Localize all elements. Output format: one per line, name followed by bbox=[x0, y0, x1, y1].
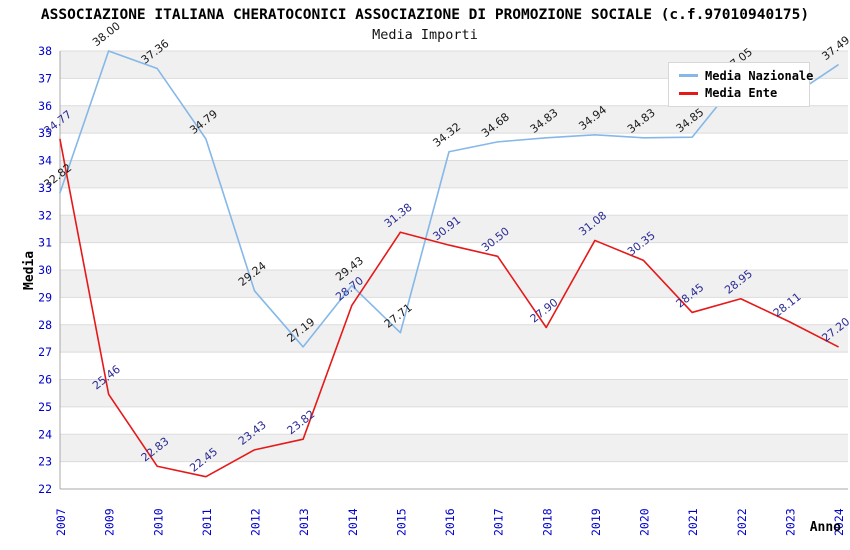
plot-gridlines bbox=[60, 50, 848, 463]
x-tick-label: 2013 bbox=[297, 508, 311, 536]
y-tick-label: 30 bbox=[38, 263, 52, 277]
x-tick-label: 2012 bbox=[249, 508, 263, 536]
y-tick-label: 25 bbox=[38, 400, 52, 414]
x-axis-ticks: 2007 2009 2010 2011 2012 2013 2014 2015 2016 2017… bbox=[54, 508, 846, 536]
x-tick-label: 2011 bbox=[200, 508, 214, 536]
legend-label: Media Nazionale bbox=[705, 68, 814, 83]
plot-axes bbox=[59, 51, 848, 490]
legend-label: Media Ente bbox=[705, 86, 778, 101]
y-tick-label: 28 bbox=[38, 318, 52, 332]
band bbox=[60, 270, 848, 298]
series-line-media-ente bbox=[59, 138, 839, 478]
band bbox=[60, 461, 848, 489]
y-tick-label: 26 bbox=[38, 373, 52, 387]
band bbox=[60, 379, 848, 407]
x-tick-label: 2016 bbox=[443, 508, 457, 536]
media-nazionale-line-swatch-icon bbox=[679, 74, 698, 78]
y-tick-label: 23 bbox=[38, 455, 52, 469]
y-tick-label: 31 bbox=[38, 236, 52, 250]
x-tick-label: 2019 bbox=[589, 508, 603, 536]
y-tick-label: 22 bbox=[38, 482, 52, 496]
x-tick-label: 2020 bbox=[638, 508, 652, 536]
x-tick-label: 2007 bbox=[54, 508, 68, 536]
band bbox=[60, 406, 848, 435]
series-lines bbox=[59, 50, 839, 478]
y-tick-label: 32 bbox=[38, 208, 52, 222]
band bbox=[60, 105, 848, 134]
chart-title: ASSOCIAZIONE ITALIANA CHERATOCONICI ASSO… bbox=[40, 7, 810, 23]
point-value-label: 38.00 bbox=[90, 19, 123, 49]
band bbox=[60, 434, 848, 462]
x-tick-label: 2017 bbox=[492, 508, 506, 536]
x-tick-label: 2024 bbox=[832, 508, 846, 536]
series-line-media-nazionale bbox=[59, 50, 839, 348]
band bbox=[60, 297, 848, 325]
media-ente-line-swatch-icon bbox=[679, 91, 698, 95]
y-tick-label: 38 bbox=[38, 44, 52, 58]
legend-item-media-nazionale: Media Nazionale bbox=[669, 69, 813, 83]
band bbox=[60, 215, 848, 243]
band bbox=[60, 133, 848, 161]
y-tick-label: 33 bbox=[38, 181, 52, 195]
y-tick-label: 27 bbox=[38, 345, 52, 359]
y-tick-label: 37 bbox=[38, 71, 52, 85]
x-tick-label: 2015 bbox=[394, 508, 408, 536]
plot-bands bbox=[60, 51, 848, 489]
chart-subtitle: Media Importi bbox=[372, 27, 478, 43]
x-tick-label: 2021 bbox=[686, 508, 700, 536]
y-axis-ticks: 22 23 24 25 26 27 28 29 30 31 32 33 34 35 36 37 38 bbox=[38, 44, 52, 496]
band bbox=[60, 187, 848, 216]
x-tick-label: 2023 bbox=[783, 508, 797, 536]
x-tick-label: 2022 bbox=[735, 508, 749, 536]
x-tick-label: 2018 bbox=[540, 508, 554, 536]
y-tick-label: 24 bbox=[38, 427, 52, 441]
y-axis-title: Media bbox=[22, 251, 37, 290]
y-tick-label: 35 bbox=[38, 126, 52, 140]
band bbox=[60, 242, 848, 270]
band bbox=[60, 352, 848, 380]
legend: Media Nazionale Media Ente bbox=[668, 62, 813, 107]
x-tick-label: 2009 bbox=[103, 508, 117, 536]
x-tick-label: 2014 bbox=[346, 508, 360, 536]
legend-item-media-ente: Media Ente bbox=[669, 86, 809, 100]
band bbox=[60, 160, 848, 188]
y-tick-label: 34 bbox=[38, 154, 52, 168]
y-tick-label: 29 bbox=[38, 290, 52, 304]
band bbox=[60, 324, 848, 353]
y-tick-label: 36 bbox=[38, 99, 52, 113]
x-axis-title: Anno bbox=[810, 520, 841, 535]
x-tick-label: 2010 bbox=[151, 508, 165, 536]
